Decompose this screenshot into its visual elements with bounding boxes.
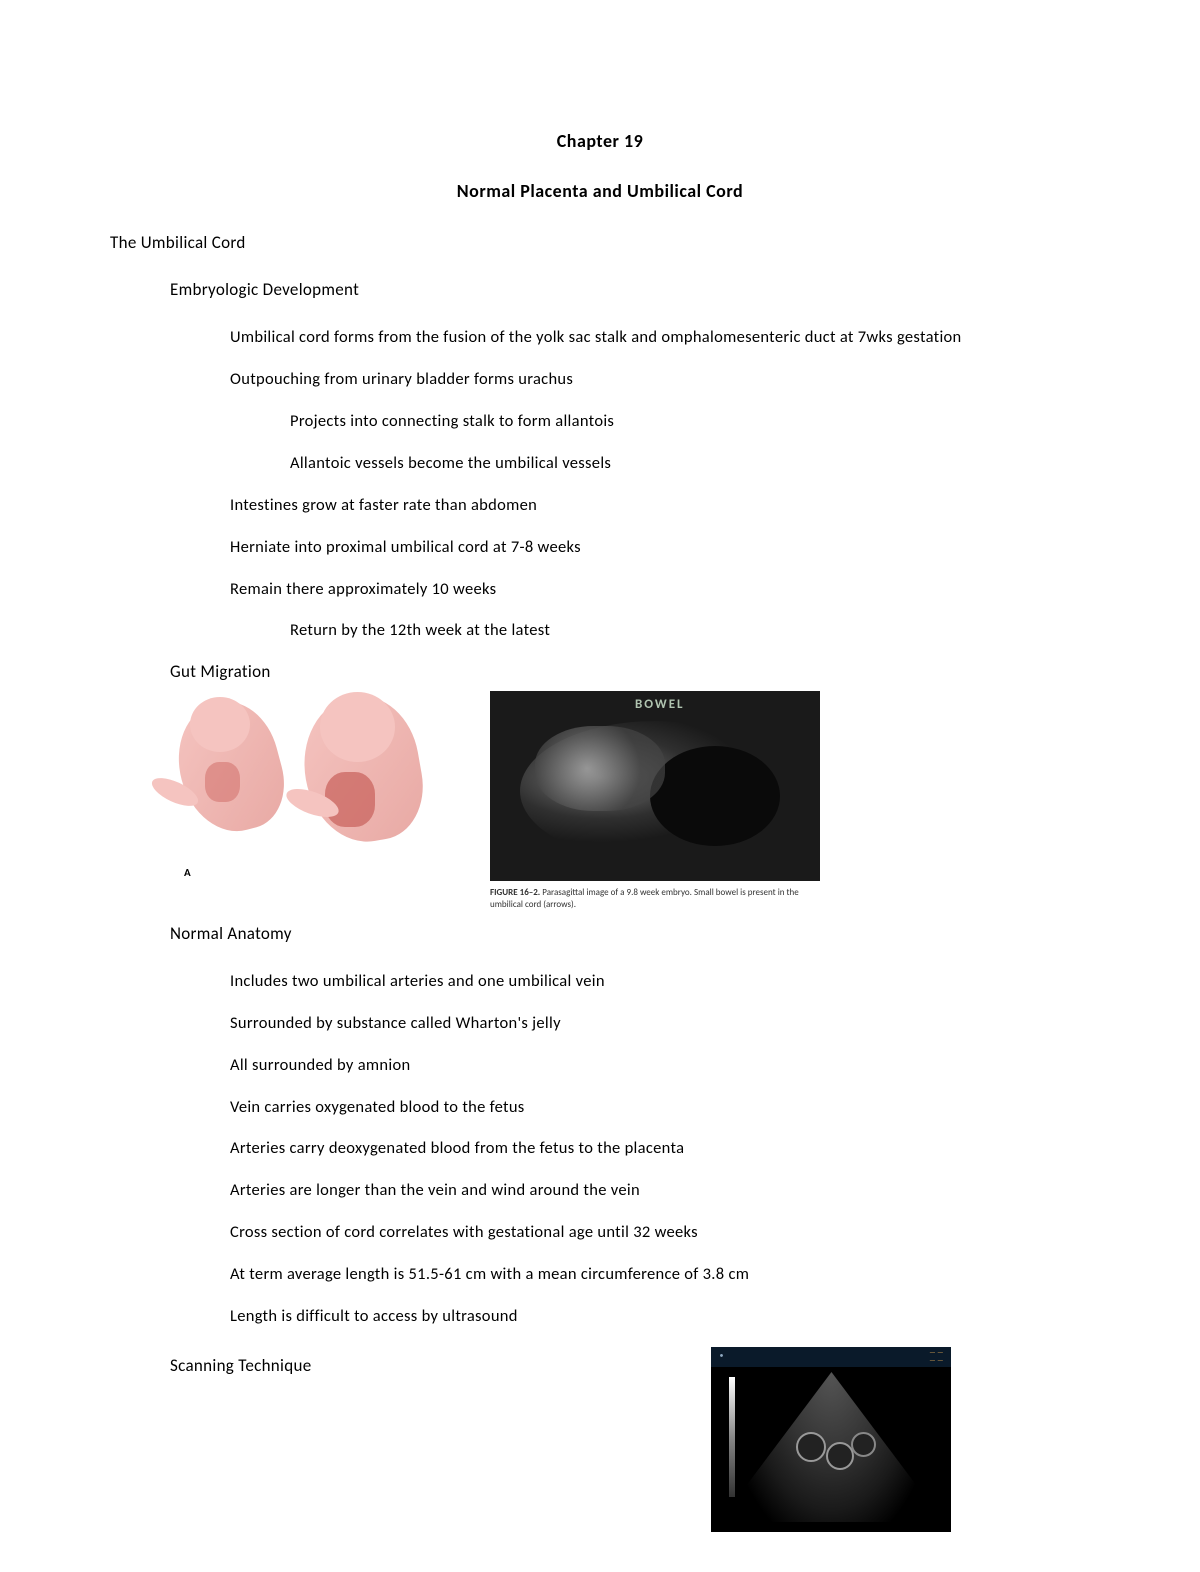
text-line: All surrounded by amnion	[230, 1054, 1090, 1078]
ultrasound-header-left: •	[719, 1351, 723, 1361]
ultrasound-bowel-label: BOWEL	[635, 697, 685, 712]
ultrasound-header-right: — —— —	[929, 1349, 943, 1364]
text-line: Arteries are longer than the vein and wi…	[230, 1179, 1090, 1203]
embryo-gut	[325, 772, 375, 827]
embryo-gut	[205, 762, 240, 802]
text-line: Umbilical cord forms from the fusion of …	[230, 326, 1090, 350]
caption-prefix: FIGURE 16–2.	[490, 887, 540, 898]
gut-migration-block: Gut Migration A	[170, 661, 430, 879]
text-line: Remain there approximately 10 weeks	[230, 578, 1090, 602]
ultrasound-header	[711, 1347, 951, 1367]
section-heading-umbilical: The Umbilical Cord	[110, 232, 1090, 253]
text-line: Length is difficult to access by ultraso…	[230, 1305, 1090, 1329]
text-line: Outpouching from urinary bladder forms u…	[230, 368, 1090, 392]
text-line: Intestines grow at faster rate than abdo…	[230, 494, 1090, 518]
embryo-diagram	[170, 692, 430, 862]
subheading-embryologic: Embryologic Development	[170, 279, 1090, 300]
chapter-title: Chapter 19	[110, 130, 1090, 152]
subheading-normal-anatomy: Normal Anatomy	[170, 923, 1090, 944]
text-line: Includes two umbilical arteries and one …	[230, 970, 1090, 994]
embryo-head	[320, 692, 395, 762]
text-line: Surrounded by substance called Wharton's…	[230, 1012, 1090, 1036]
ultrasound-caption: FIGURE 16–2. Parasagittal image of a 9.8…	[490, 887, 820, 910]
text-line: Allantoic vessels become the umbilical v…	[290, 452, 1090, 476]
subheading-scanning-technique: Scanning Technique	[170, 1355, 311, 1376]
ultrasound-figure-1: BOWEL FIGURE 16–2. Parasagittal image of…	[490, 691, 820, 910]
ultrasound-embryo	[535, 726, 665, 811]
text-line: Projects into connecting stalk to form a…	[290, 410, 1090, 434]
page-subtitle: Normal Placenta and Umbilical Cord	[110, 180, 1090, 202]
text-line: Cross section of cord correlates with ge…	[230, 1221, 1090, 1245]
gut-migration-label: Gut Migration	[170, 661, 430, 682]
ultrasound-image: BOWEL	[490, 691, 820, 881]
figure-label-a: A	[184, 866, 430, 879]
embryo-head	[190, 697, 250, 752]
text-line: At term average length is 51.5-61 cm wit…	[230, 1263, 1090, 1287]
text-line: Vein carries oxygenated blood to the fet…	[230, 1096, 1090, 1120]
ultrasound-figure-2: • — —— —	[711, 1347, 951, 1532]
text-line: Herniate into proximal umbilical cord at…	[230, 536, 1090, 560]
ultrasound-grayscale-bar	[729, 1377, 735, 1497]
text-line: Return by the 12th week at the latest	[290, 619, 1090, 643]
text-line: Arteries carry deoxygenated blood from t…	[230, 1137, 1090, 1161]
ultrasound-cavity	[650, 746, 780, 846]
